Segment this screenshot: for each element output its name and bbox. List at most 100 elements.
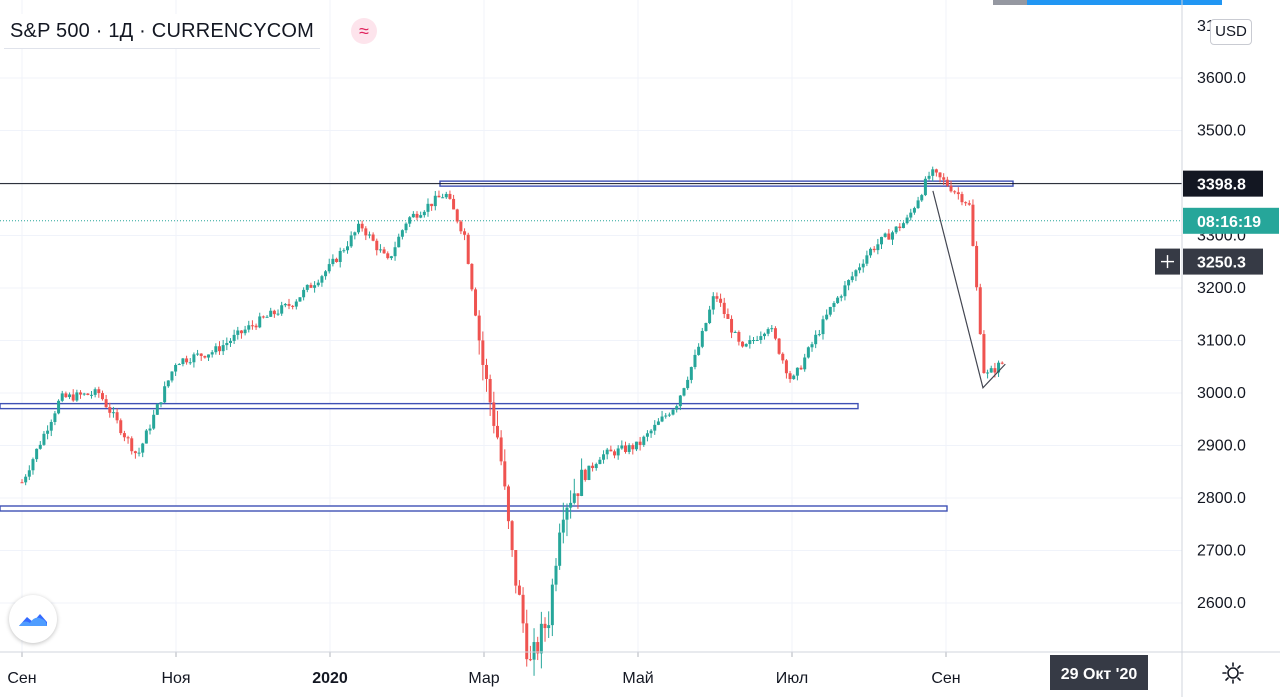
candle-body bbox=[927, 175, 931, 179]
candle-body bbox=[880, 236, 884, 245]
price-tick-label: 2800.0 bbox=[1197, 490, 1246, 507]
candle-body bbox=[517, 585, 521, 595]
chart-gridlines bbox=[0, 0, 1182, 652]
candle-down bbox=[455, 208, 459, 224]
candle-body bbox=[174, 364, 178, 372]
candle-up bbox=[35, 448, 39, 462]
candle-body bbox=[27, 470, 31, 477]
candle-body bbox=[126, 437, 130, 439]
candle-body bbox=[499, 437, 503, 462]
candle-body bbox=[144, 430, 148, 444]
candle-body bbox=[825, 314, 829, 320]
candle-body bbox=[408, 217, 412, 224]
candle-up bbox=[367, 231, 371, 239]
candle-up bbox=[313, 281, 317, 293]
top-scroll-indicator[interactable] bbox=[1027, 0, 1222, 5]
candle-body bbox=[68, 394, 72, 398]
candle-body bbox=[638, 441, 642, 445]
candle-body bbox=[228, 340, 232, 343]
candle-up bbox=[759, 331, 763, 344]
candle-body bbox=[349, 235, 353, 247]
candle-body bbox=[214, 346, 218, 353]
candle-down bbox=[382, 246, 386, 254]
candle-body bbox=[53, 413, 57, 422]
candle-body bbox=[97, 389, 101, 394]
candle-down bbox=[430, 203, 434, 211]
countdown-label: 08:16:19 bbox=[1197, 214, 1261, 231]
candle-body bbox=[894, 226, 898, 233]
candle-up bbox=[269, 307, 273, 318]
currency-badge[interactable]: USD bbox=[1210, 19, 1252, 45]
candle-body bbox=[433, 195, 437, 207]
candle-body bbox=[196, 353, 200, 355]
candle-body bbox=[631, 445, 635, 450]
candle-body bbox=[623, 445, 627, 452]
candle-up bbox=[806, 346, 810, 359]
candle-body bbox=[422, 211, 426, 216]
candle-body bbox=[459, 221, 463, 232]
candle-down bbox=[115, 408, 119, 424]
candle-body bbox=[986, 372, 990, 374]
candle-down bbox=[470, 263, 474, 292]
tradingview-logo-button[interactable] bbox=[9, 595, 57, 643]
candle-body bbox=[912, 208, 916, 213]
candle-body bbox=[843, 285, 847, 297]
candle-body bbox=[485, 364, 489, 379]
candle-up bbox=[283, 302, 287, 308]
candle-down bbox=[492, 391, 496, 434]
candle-down bbox=[203, 355, 207, 359]
waves-icon[interactable]: ≈ bbox=[351, 18, 377, 44]
time-crosshair-label: 29 Окт '20 bbox=[1061, 666, 1138, 683]
candle-up bbox=[236, 326, 240, 340]
candle-body bbox=[817, 334, 821, 336]
candle-body bbox=[342, 250, 346, 252]
candle-up bbox=[580, 458, 584, 497]
price-tick-label: 2700.0 bbox=[1197, 543, 1246, 560]
candle-body bbox=[258, 316, 262, 328]
candle-up bbox=[338, 247, 342, 268]
candle-body bbox=[356, 223, 360, 233]
time-tick-label: Май bbox=[622, 670, 653, 687]
candle-body bbox=[31, 459, 35, 471]
candle-down bbox=[466, 232, 470, 265]
candle-up bbox=[89, 390, 93, 399]
candle-body bbox=[452, 198, 456, 210]
candle-up bbox=[989, 365, 993, 373]
candle-down bbox=[938, 172, 942, 183]
candle-body bbox=[163, 386, 167, 403]
candle-up bbox=[923, 176, 927, 197]
horizontal-level-2 bbox=[0, 505, 948, 512]
candle-up bbox=[331, 254, 335, 267]
candle-body bbox=[744, 344, 748, 347]
candle-up bbox=[141, 442, 145, 458]
candle-body bbox=[192, 354, 196, 363]
candle-up bbox=[605, 447, 609, 460]
candle-body bbox=[404, 223, 408, 231]
candle-body bbox=[386, 253, 390, 259]
settings-gear-icon[interactable] bbox=[1220, 660, 1246, 686]
candle-down bbox=[609, 445, 613, 452]
candle-body bbox=[155, 404, 159, 415]
candle-up bbox=[155, 403, 159, 416]
candle-up bbox=[733, 330, 737, 333]
crosshair-price-label: 3250.3 bbox=[1197, 255, 1246, 272]
candle-body bbox=[620, 445, 624, 449]
candle-up bbox=[986, 369, 990, 379]
candle-down bbox=[781, 352, 785, 364]
candle-up bbox=[766, 327, 770, 337]
candle-down bbox=[722, 297, 726, 319]
legend-title: S&P 500 · 1Д · CURRENCYCOM bbox=[10, 19, 314, 42]
candle-down bbox=[488, 374, 492, 416]
candle-up bbox=[850, 271, 854, 283]
candle-body bbox=[836, 297, 840, 304]
candle-up bbox=[667, 412, 671, 417]
candle-body bbox=[602, 454, 606, 460]
candle-body bbox=[543, 623, 547, 629]
candle-down bbox=[949, 180, 953, 193]
chart-legend[interactable]: S&P 500 · 1Д · CURRENCYCOM bbox=[4, 14, 320, 49]
candle-body bbox=[60, 393, 64, 401]
time-crosshair-box bbox=[1050, 655, 1148, 690]
candle-body bbox=[269, 310, 273, 317]
candle-body bbox=[898, 226, 902, 229]
